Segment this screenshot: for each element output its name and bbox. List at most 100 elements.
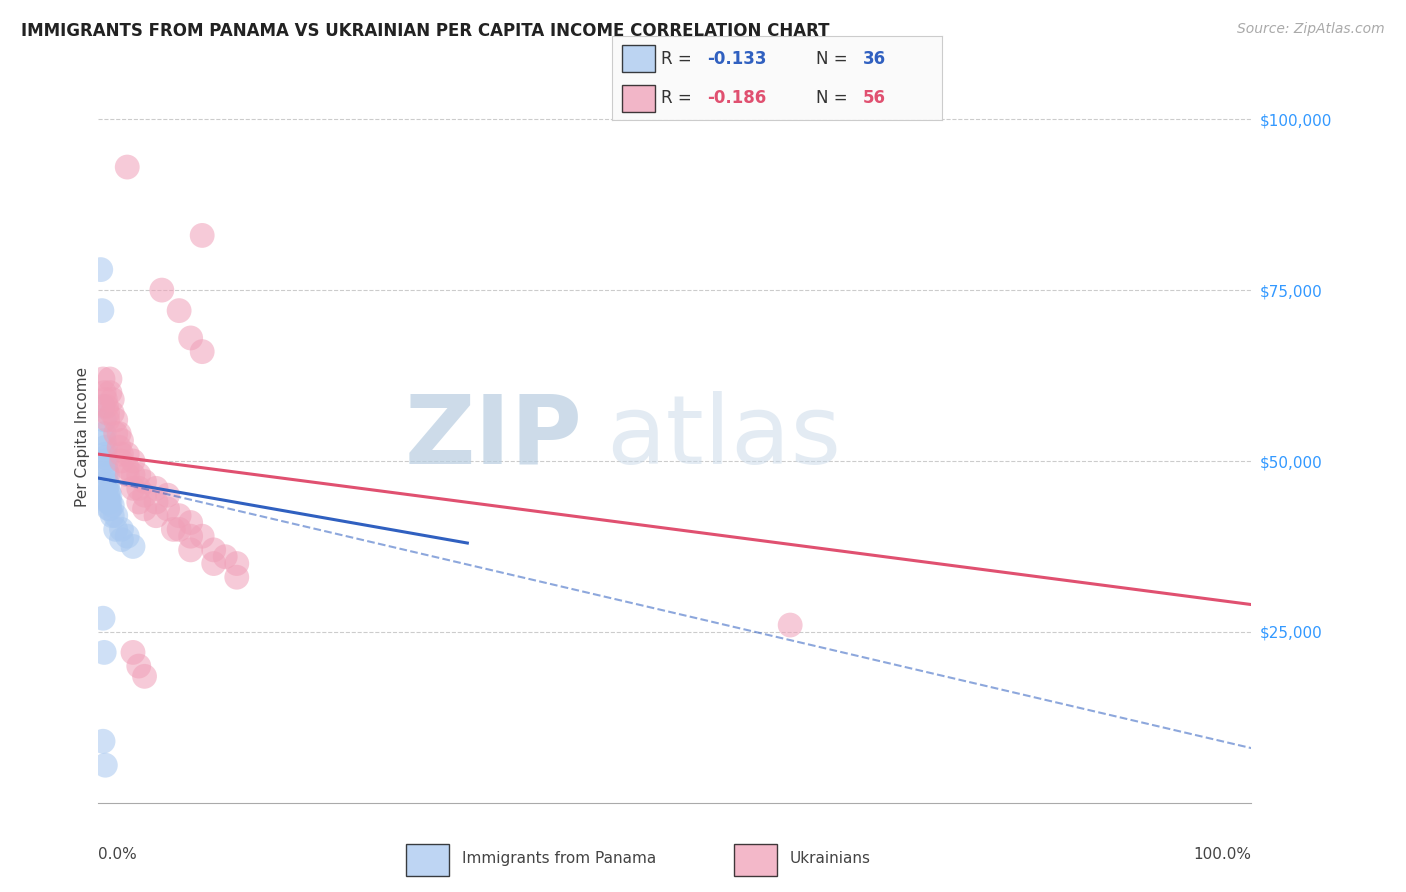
Point [110, 434, 132, 448]
Point [180, 542, 202, 557]
Text: 100.0%: 100.0% [1194, 847, 1251, 862]
Point [156, 501, 179, 516]
Point [93, 385, 115, 400]
Point [91, 734, 114, 748]
Point [122, 454, 145, 468]
Point [779, 618, 801, 632]
Point [91, 372, 114, 386]
Point [110, 533, 132, 547]
Point [180, 331, 202, 345]
Point [145, 481, 167, 495]
Point [202, 557, 225, 571]
Point [117, 467, 139, 482]
Point [167, 522, 190, 536]
Point [191, 344, 214, 359]
Point [97, 501, 120, 516]
Point [90, 262, 112, 277]
Point [110, 447, 132, 461]
Point [108, 440, 131, 454]
Point [191, 529, 214, 543]
Point [97, 495, 120, 509]
Point [110, 522, 132, 536]
Point [97, 488, 120, 502]
Text: IMMIGRANTS FROM PANAMA VS UKRAINIAN PER CAPITA INCOME CORRELATION CHART: IMMIGRANTS FROM PANAMA VS UKRAINIAN PER … [21, 22, 830, 40]
Point [97, 484, 120, 499]
Point [94, 392, 117, 407]
Text: R =: R = [661, 88, 697, 106]
FancyBboxPatch shape [621, 45, 655, 72]
Point [191, 228, 214, 243]
Point [167, 303, 190, 318]
Text: Ukrainians: Ukrainians [790, 851, 870, 866]
Point [94, 447, 117, 461]
Point [225, 557, 247, 571]
Point [214, 549, 236, 564]
Point [117, 447, 139, 461]
Point [97, 467, 120, 482]
Point [94, 758, 117, 772]
Point [134, 475, 156, 489]
Point [101, 406, 124, 420]
FancyBboxPatch shape [406, 844, 450, 876]
Point [101, 499, 124, 513]
Point [117, 529, 139, 543]
Text: -0.186: -0.186 [707, 88, 766, 106]
Point [128, 659, 150, 673]
Point [93, 645, 115, 659]
Point [225, 570, 247, 584]
Text: N =: N = [817, 88, 853, 106]
Point [91, 611, 114, 625]
Point [128, 495, 150, 509]
Point [97, 406, 120, 420]
Point [93, 434, 115, 448]
Point [128, 467, 150, 482]
Point [97, 478, 120, 492]
Point [117, 160, 139, 174]
Point [122, 645, 145, 659]
Point [134, 669, 156, 683]
Point [156, 488, 179, 502]
Point [91, 400, 114, 414]
Point [104, 426, 127, 441]
Point [94, 440, 117, 454]
Point [122, 540, 145, 554]
Point [180, 529, 202, 543]
Text: 0.0%: 0.0% [98, 847, 138, 862]
Point [134, 501, 156, 516]
Point [98, 501, 121, 516]
Point [96, 454, 118, 468]
Text: N =: N = [817, 50, 853, 68]
Point [93, 413, 115, 427]
Point [96, 400, 118, 414]
Point [104, 413, 127, 427]
Point [180, 516, 202, 530]
Point [96, 475, 118, 489]
FancyBboxPatch shape [734, 844, 778, 876]
Point [162, 522, 184, 536]
Point [90, 303, 112, 318]
Point [167, 508, 190, 523]
Y-axis label: Per Capita Income: Per Capita Income [75, 367, 90, 508]
Text: 36: 36 [863, 50, 886, 68]
Point [117, 460, 139, 475]
Point [94, 460, 117, 475]
Point [134, 488, 156, 502]
Text: atlas: atlas [606, 391, 841, 483]
Point [101, 392, 124, 407]
Point [97, 495, 120, 509]
Text: ZIP: ZIP [405, 391, 582, 483]
Point [202, 542, 225, 557]
FancyBboxPatch shape [621, 85, 655, 112]
Point [145, 495, 167, 509]
Point [104, 522, 127, 536]
Point [101, 508, 124, 523]
Point [104, 508, 127, 523]
Point [98, 488, 121, 502]
Text: Source: ZipAtlas.com: Source: ZipAtlas.com [1237, 22, 1385, 37]
Point [98, 385, 121, 400]
Point [150, 283, 173, 297]
Text: Immigrants from Panama: Immigrants from Panama [461, 851, 657, 866]
Point [145, 508, 167, 523]
Point [97, 413, 120, 427]
Text: -0.133: -0.133 [707, 50, 766, 68]
